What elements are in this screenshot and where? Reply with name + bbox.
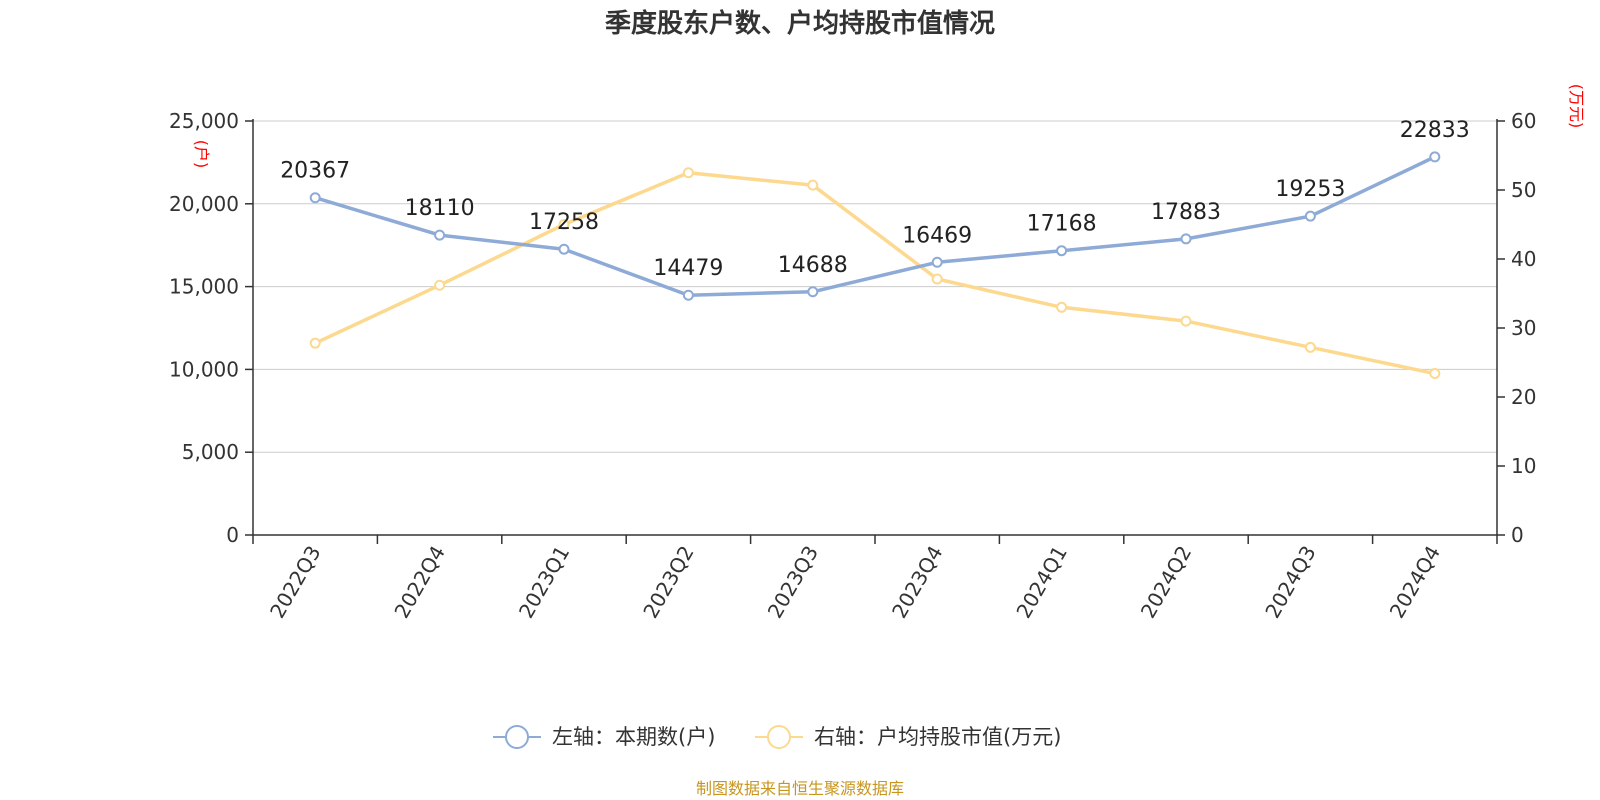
data-label: 20367 (280, 159, 350, 184)
data-point (558, 219, 570, 230)
left-tick-label: 10,000 (169, 357, 239, 381)
data-point (309, 192, 321, 204)
series-line-0 (313, 155, 1437, 297)
left-tick-label: 25,000 (169, 109, 239, 133)
data-point (1304, 210, 1316, 222)
data-labels: 20367 18110 17258 14479 14688 16469 17168 17883… (280, 118, 1470, 281)
right-tick-label: 20 (1511, 385, 1536, 409)
data-label: 16469 (902, 223, 972, 248)
legend-label-left: 左轴：本期数(户) (552, 725, 715, 749)
left-tick-label: 15,000 (169, 275, 239, 299)
data-label: 17258 (529, 210, 599, 235)
data-point (931, 256, 943, 268)
right-tick-label: 60 (1511, 109, 1536, 133)
x-tick-label: 2023Q1 (514, 542, 574, 623)
source-note: 制图数据来自恒生聚源数据库 (696, 779, 904, 798)
chart-title: 季度股东户数、户均持股市值情况 (605, 8, 995, 39)
grid-lines (253, 120, 1497, 453)
left-tick-label: 0 (226, 523, 239, 547)
legend-marker-left (505, 725, 529, 749)
right-tick-label: 40 (1511, 247, 1536, 271)
data-point (434, 279, 446, 291)
x-tick-label: 2024Q2 (1136, 542, 1196, 623)
series-avg-holding-value (309, 167, 1441, 380)
x-tick-label: 2024Q1 (1011, 542, 1071, 623)
data-point (931, 273, 943, 285)
x-tick-label: 2023Q4 (887, 542, 947, 623)
data-label: 14688 (778, 253, 848, 278)
data-point (1304, 341, 1316, 353)
data-point (434, 229, 446, 241)
legend-item-left[interactable]: 左轴：本期数(户) (493, 725, 715, 749)
data-point (682, 167, 694, 179)
legend-label-right: 右轴：户均持股市值(万元) (814, 725, 1061, 749)
data-label: 19253 (1275, 177, 1345, 202)
legend-marker-right (767, 725, 791, 749)
left-tick-label: 5,000 (182, 440, 239, 464)
data-point (1429, 151, 1441, 163)
series-shareholder-count (309, 151, 1441, 301)
data-point (1180, 315, 1192, 327)
data-label: 14479 (653, 256, 723, 281)
left-tick-label: 20,000 (169, 192, 239, 216)
data-point (682, 289, 694, 301)
right-tick-label: 0 (1511, 523, 1524, 547)
x-tick-label: 2023Q2 (638, 542, 698, 623)
series-line-1 (313, 171, 1437, 376)
x-tick-label: 2023Q3 (763, 542, 823, 623)
left-axis-unit: (户) (192, 140, 211, 169)
data-label: 17168 (1027, 212, 1097, 237)
legend-item-right[interactable]: 右轴：户均持股市值(万元) (755, 725, 1061, 749)
data-point (807, 286, 819, 298)
x-axis-ticks: 2022Q3 2022Q4 2023Q1 2023Q2 2023Q3 2023Q4 2024… (252, 535, 1498, 623)
x-tick-label: 2024Q4 (1385, 542, 1445, 623)
left-axis-ticks: 0 5,000 10,000 15,000 20,000 25,000 (169, 109, 253, 547)
x-tick-label: 2024Q3 (1260, 542, 1320, 623)
x-tick-label: 2022Q4 (389, 542, 449, 623)
right-axis-ticks: 0 10 20 30 40 50 60 (1497, 109, 1536, 547)
data-point (309, 337, 321, 349)
right-axis-unit: (万元) (1567, 84, 1586, 129)
data-label: 22833 (1400, 118, 1470, 143)
x-tick-label: 2022Q3 (265, 542, 325, 623)
right-tick-label: 30 (1511, 316, 1536, 340)
data-point (1180, 233, 1192, 245)
data-point (1056, 245, 1068, 257)
data-point (1056, 301, 1068, 313)
data-point (558, 243, 570, 255)
right-tick-label: 10 (1511, 454, 1536, 478)
data-label: 18110 (405, 196, 475, 221)
data-label: 17883 (1151, 200, 1221, 225)
data-point (1429, 368, 1441, 380)
right-tick-label: 50 (1511, 178, 1536, 202)
legend[interactable]: 左轴：本期数(户) 右轴：户均持股市值(万元) (493, 725, 1061, 749)
data-point (807, 179, 819, 191)
